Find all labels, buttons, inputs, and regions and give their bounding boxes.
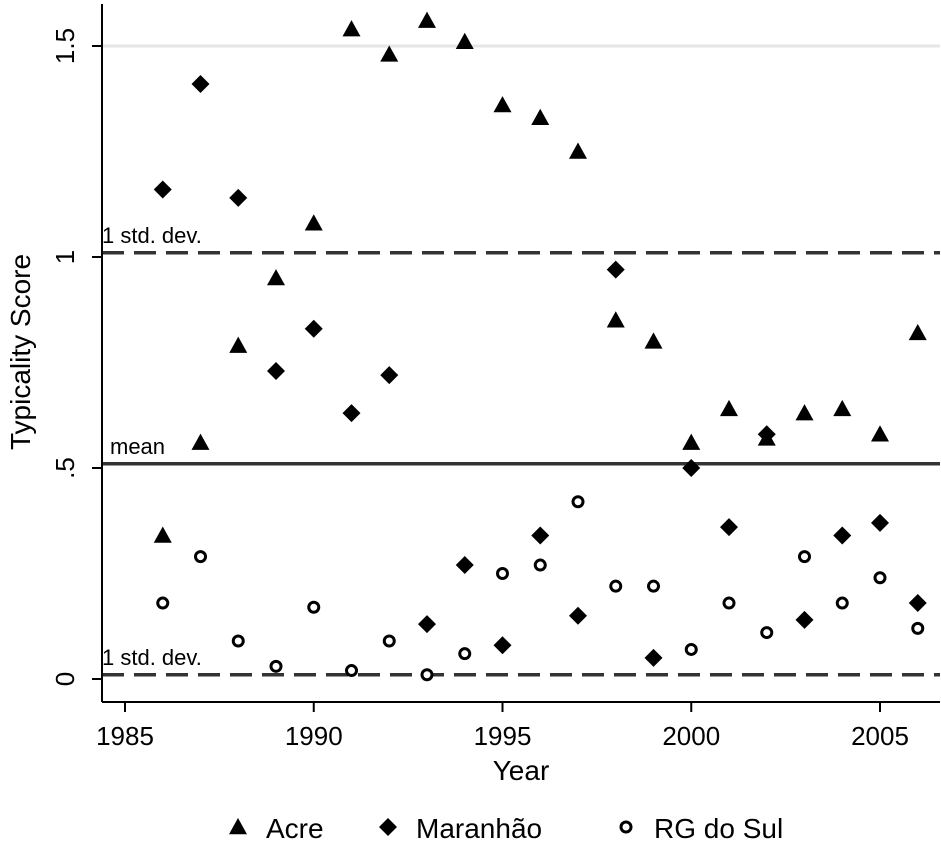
mean-label: mean (110, 434, 165, 459)
x-tick-label: 2005 (851, 721, 909, 751)
acre-point (871, 425, 889, 442)
rg-do-sul-point (156, 596, 170, 610)
acre-point (682, 433, 701, 450)
acre-point (304, 214, 323, 231)
acre-legend-marker (229, 818, 247, 835)
acre-point (267, 269, 285, 286)
acre-point (833, 399, 852, 417)
maranh-o-point (908, 594, 927, 613)
rg-do-sul-point (722, 596, 736, 610)
rg-do-sul-point (571, 495, 585, 509)
x-tick-label: 1985 (96, 721, 154, 751)
acre-legend-label: Acre (266, 813, 324, 844)
maranh-o-point (531, 526, 550, 545)
std-dev-label: 1 std. dev. (102, 645, 202, 670)
acre-point (644, 332, 663, 349)
acre-point (455, 32, 474, 49)
rg-do-sul-point (382, 634, 396, 648)
rg-do-sul-legend-marker (619, 820, 633, 834)
acre-point (191, 433, 210, 450)
maranh-o-point (380, 366, 399, 385)
legend: Acre Maranhão RG do Sul (229, 813, 783, 844)
rg-do-sul-point (684, 642, 698, 656)
maranh-o-point (229, 188, 248, 207)
maranh-o-point (342, 404, 361, 423)
maranh-o-legend-marker (379, 818, 397, 836)
rg-do-sul-point (911, 621, 925, 635)
x-tick-label: 1990 (285, 721, 343, 751)
rg-do-sul-point (873, 571, 887, 585)
rg-do-sul-point (835, 596, 849, 610)
acre-point (380, 45, 399, 62)
acre-point (418, 11, 436, 28)
rg-do-sul-point (609, 579, 623, 593)
maranh-o-point (455, 556, 474, 575)
rg-do-sul-point (496, 567, 509, 580)
acre-point (606, 311, 625, 328)
rg-do-sul-point (420, 668, 434, 682)
maranh-o-point (267, 361, 285, 380)
maranh-o-point (833, 526, 852, 545)
acre-point (795, 404, 814, 421)
x-tick-label: 2000 (662, 721, 720, 751)
rg-do-sul-point (760, 626, 774, 640)
acre-point (569, 142, 587, 159)
acre-point (493, 96, 512, 113)
rg-do-sul-point (231, 634, 245, 648)
acre-point (342, 20, 361, 37)
rg-do-sul-point (458, 647, 472, 661)
std-dev-label: 1 std. dev. (102, 223, 202, 248)
y-tick-label: 1 (50, 250, 80, 264)
maranh-o-point (191, 74, 210, 93)
maranh-o-point (418, 615, 436, 634)
x-axis-title: Year (493, 755, 550, 786)
acre-point (908, 323, 927, 341)
rg-do-sul-legend-label: RG do Sul (654, 813, 783, 844)
maranh-o-point (493, 636, 512, 655)
y-tick-label: .5 (50, 457, 80, 479)
reference-lines: mean 1 std. dev. 1 std. dev. (102, 223, 940, 677)
acre-point (153, 526, 172, 543)
rg-do-sul-point (647, 579, 660, 593)
axes (101, 4, 940, 703)
rg-do-sul-point (798, 550, 811, 564)
maranh-o-point (720, 518, 738, 537)
maranh-o-point (606, 260, 625, 279)
acre-point (531, 108, 550, 125)
y-tick-label: 0 (50, 672, 80, 686)
acre-point (720, 399, 738, 417)
maranh-o-point (304, 319, 323, 338)
maranh-o-point (795, 610, 814, 629)
acre-point (229, 336, 248, 353)
y-axis-title: Typicality Score (5, 254, 36, 450)
y-tick-label: 1.5 (50, 28, 80, 64)
rg-do-sul-point (269, 659, 283, 673)
maranh-o-point (757, 425, 776, 444)
ticks: 1985 1990 1995 2000 2005 0 .5 1 1.5 (50, 28, 909, 751)
maranh-o-point (644, 648, 663, 667)
maranh-o-legend-label: Maranhão (416, 813, 542, 844)
data-points (153, 11, 927, 682)
rg-do-sul-point (194, 550, 207, 564)
maranh-o-point (871, 513, 889, 532)
rg-do-sul-point (307, 600, 321, 614)
maranh-o-point (153, 180, 172, 199)
rg-do-sul-point (345, 664, 358, 678)
x-tick-label: 1995 (474, 721, 532, 751)
maranh-o-point (682, 459, 701, 477)
rg-do-sul-point (533, 558, 547, 572)
maranh-o-point (569, 606, 587, 625)
